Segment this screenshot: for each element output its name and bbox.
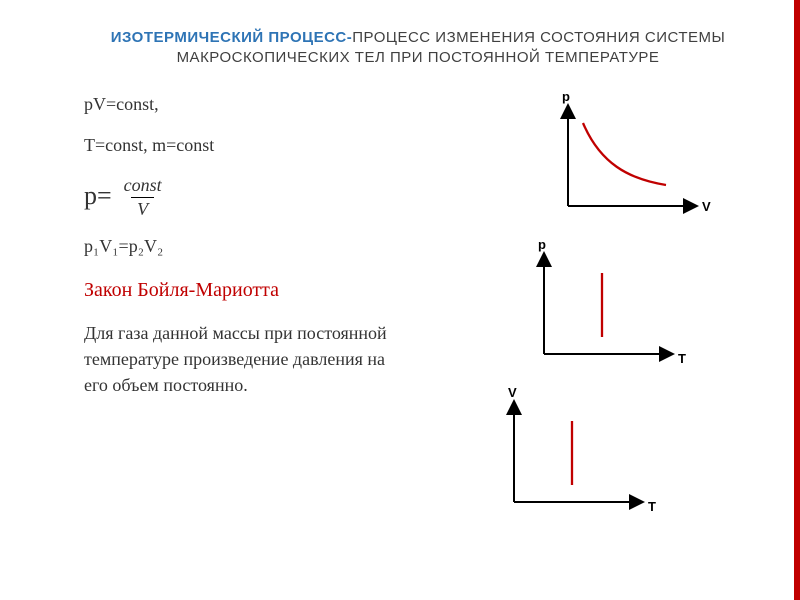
pv-curve [583,123,666,185]
graphs-column: p V p [502,91,752,527]
equation-main: p= const V [84,174,484,217]
slide-content: ИЗОТЕРМИЧЕСКИЙ ПРОЦЕСС-ПРОЦЕСС ИЗМЕНЕНИЯ… [0,0,800,547]
fraction-numerator: const [118,176,168,197]
pv-svg [548,101,708,221]
pt-svg [524,249,684,369]
law-description: Для газа данной массы при постоянной тем… [84,320,394,398]
fraction-denominator: V [131,197,154,219]
law-name: Закон Бойля-Мариотта [84,275,484,306]
equation-1: pV=const, [84,91,484,119]
fraction: const V [118,176,168,219]
equation-2: T=const, m=const [84,132,484,160]
pv-x-label: V [702,199,711,214]
eq-main-lhs: p= [84,176,112,216]
graph-vt: V T [502,387,752,527]
title-lead: ИЗОТЕРМИЧЕСКИЙ ПРОЦЕСС- [111,29,353,46]
pt-x-label: T [678,351,686,366]
accent-bar [794,0,800,600]
vt-svg [494,397,654,517]
graph-pt: p T [502,239,752,379]
equation-4: p₁V₁=p₂V₂ [84,233,484,261]
slide-title: ИЗОТЕРМИЧЕСКИЙ ПРОЦЕСС-ПРОЦЕСС ИЗМЕНЕНИЯ… [84,28,752,69]
graph-pv: p V [502,91,752,231]
text-column: pV=const, T=const, m=const p= const V p₁… [84,91,484,527]
vt-x-label: T [648,499,656,514]
